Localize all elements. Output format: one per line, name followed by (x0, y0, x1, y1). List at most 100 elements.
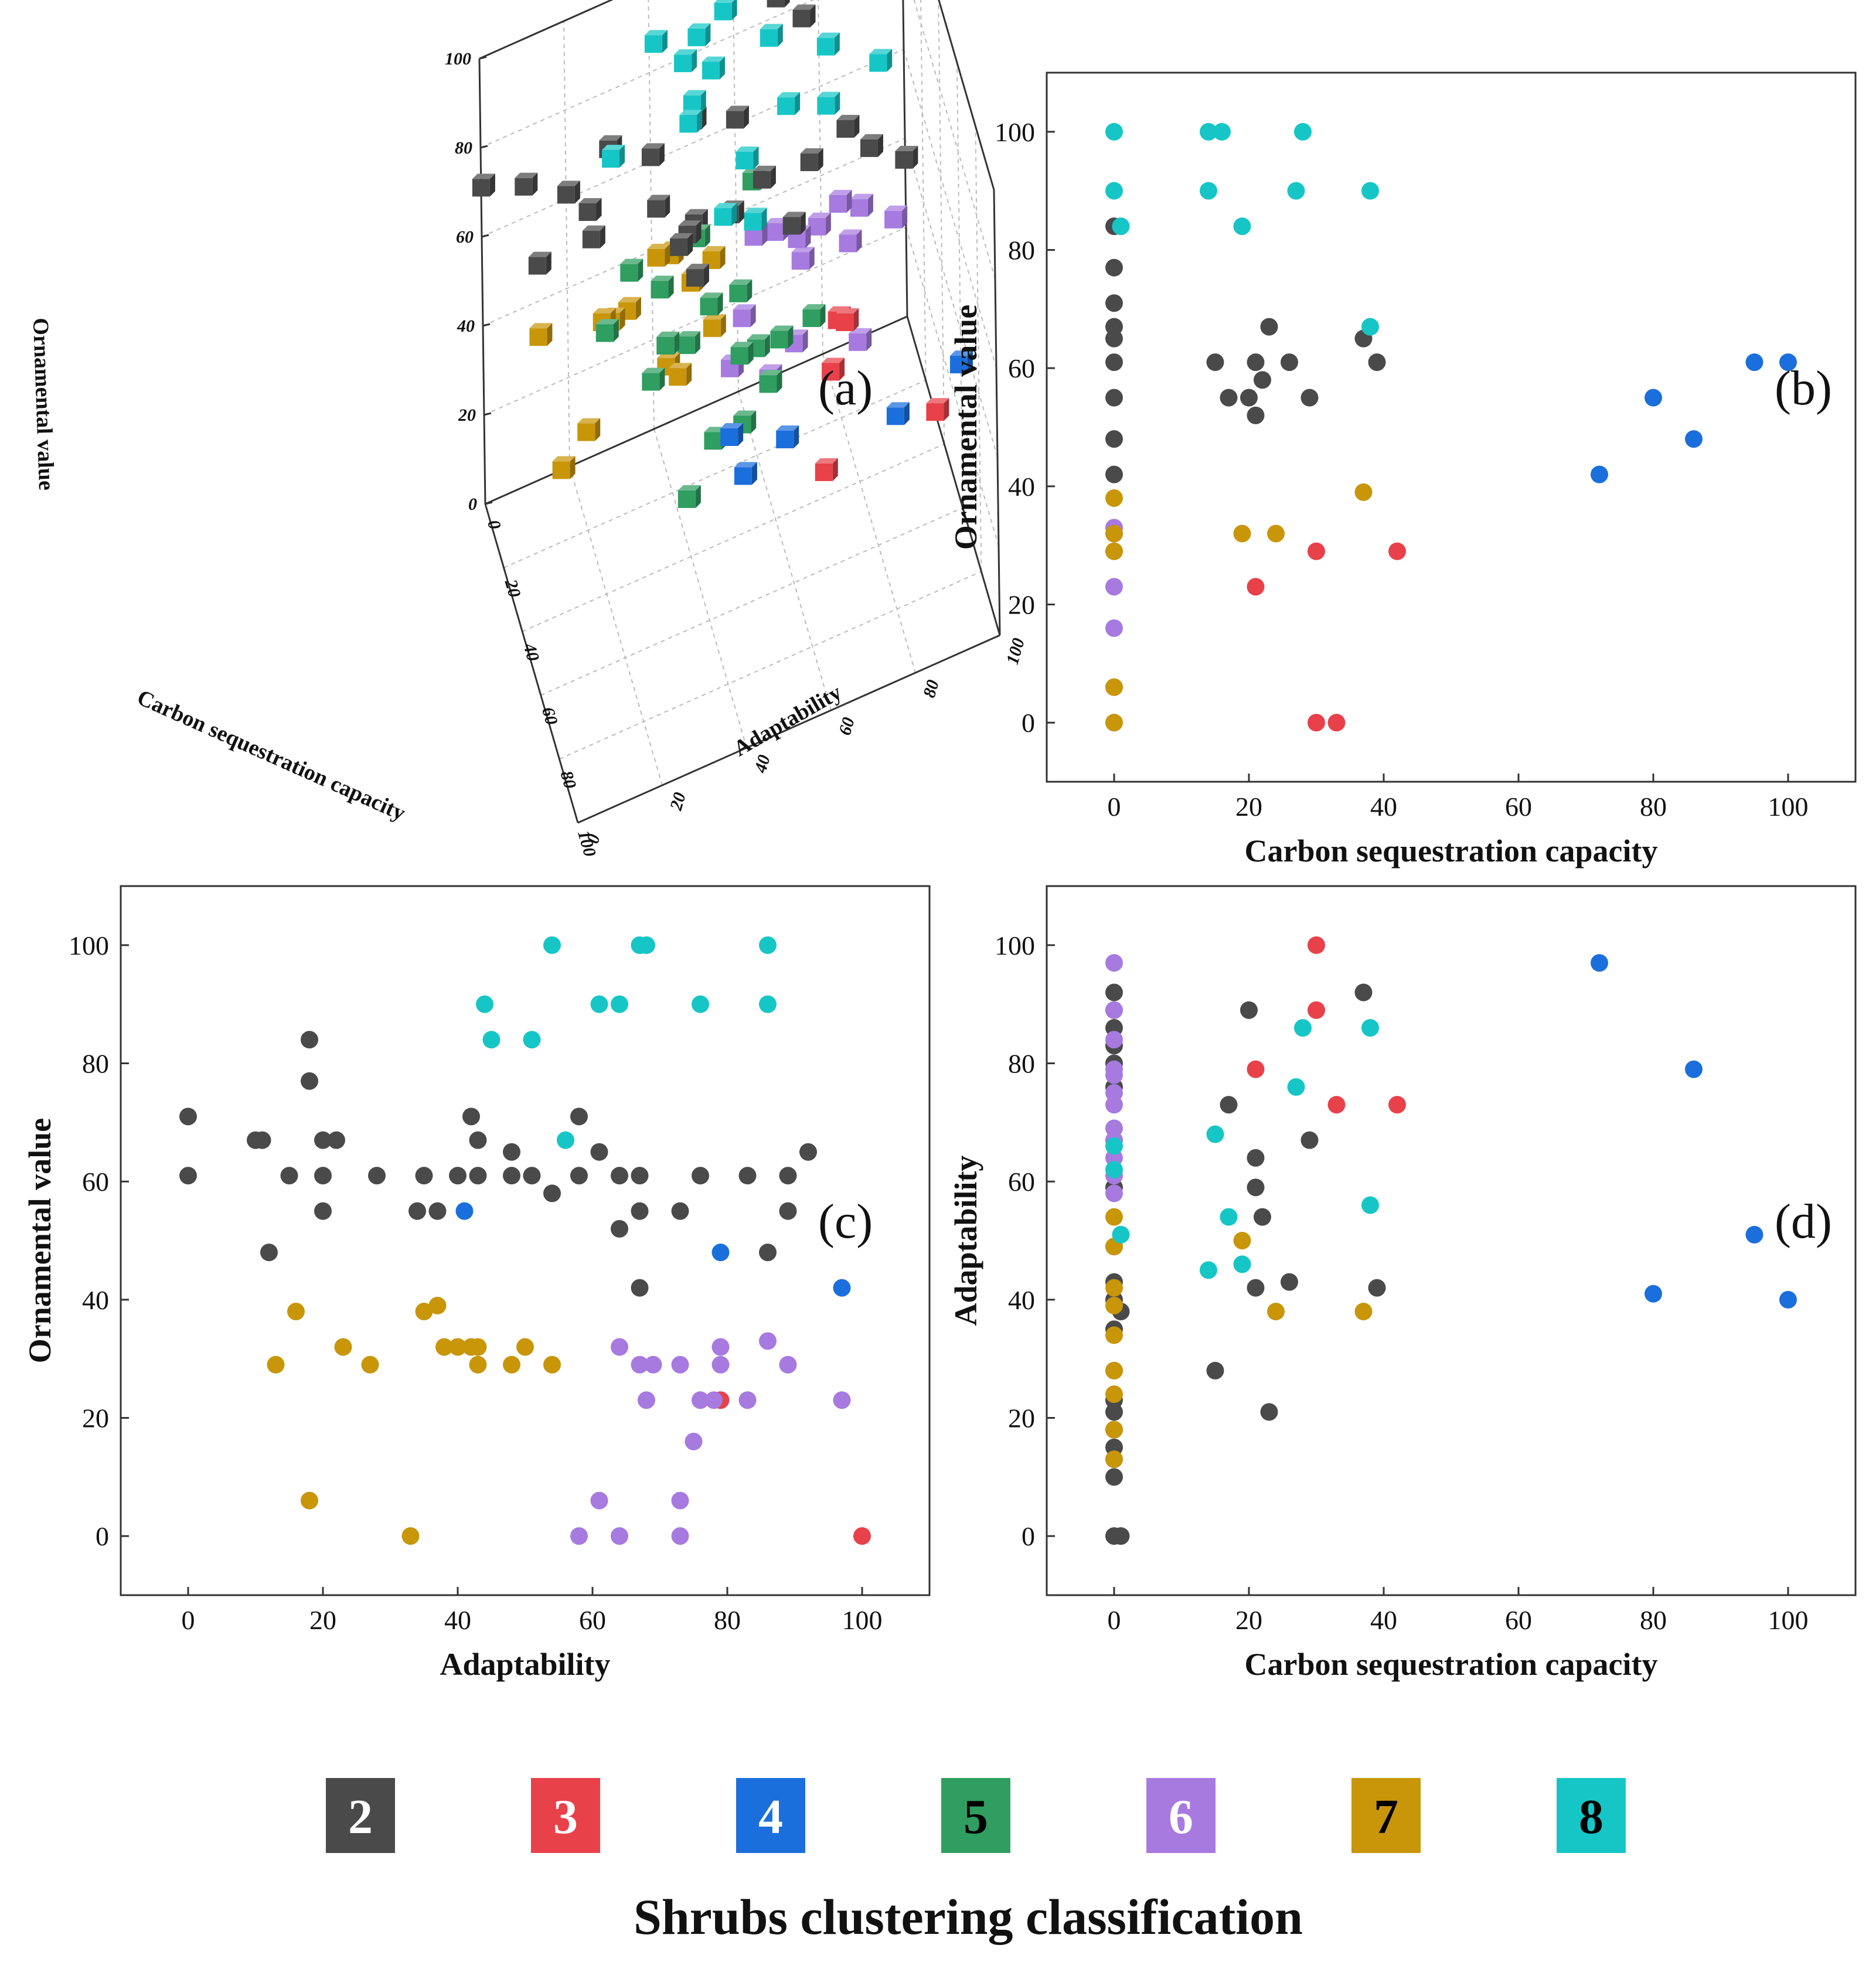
point-cluster-2 (469, 1131, 487, 1149)
point-cluster-2 (328, 1131, 345, 1149)
point-cluster-4 (833, 1279, 851, 1297)
point-cluster-4 (1645, 1285, 1662, 1303)
point-cluster-6 (1105, 954, 1123, 972)
x-tick-label: 60 (1505, 792, 1532, 822)
point-cluster-6 (705, 1391, 723, 1409)
cube-cluster-5 (642, 367, 665, 391)
x-tick-label: 60 (579, 1605, 606, 1635)
point-cluster-8 (1287, 182, 1305, 200)
grid-line (913, 0, 996, 280)
point-cluster-8 (482, 1031, 501, 1049)
cube-cluster-8 (714, 0, 737, 21)
y-tick-label: 20 (1008, 1404, 1035, 1433)
point-cluster-4 (1591, 465, 1608, 483)
point-cluster-2 (280, 1167, 298, 1185)
cube-front (602, 150, 620, 168)
point-cluster-7 (1233, 1232, 1251, 1249)
cube-front (647, 249, 665, 267)
point-cluster-2 (1247, 1279, 1265, 1297)
cube-side (794, 425, 799, 448)
point-cluster-2 (543, 1184, 561, 1203)
cube-side (770, 165, 776, 189)
cube-cluster-6 (884, 205, 908, 229)
y-tick-label: 100 (995, 931, 1035, 960)
point-cluster-3 (1388, 542, 1406, 560)
cube-front (704, 432, 722, 450)
z-tick-mark (480, 145, 488, 149)
cube-top (557, 180, 580, 186)
point-cluster-8 (1233, 217, 1251, 236)
point-cluster-2 (611, 1220, 628, 1238)
cube-side (668, 275, 674, 299)
cube-cluster-7 (669, 363, 692, 386)
cube-front (720, 428, 738, 446)
point-cluster-2 (1105, 294, 1123, 312)
point-cluster-2 (314, 1167, 332, 1185)
cube-cluster-7 (647, 244, 670, 267)
cube-side (832, 458, 838, 481)
point-cluster-6 (711, 1338, 730, 1356)
point-cluster-6 (644, 1355, 662, 1374)
cube-front (582, 230, 600, 248)
cube-top (602, 145, 625, 151)
point-cluster-8 (1361, 1019, 1379, 1037)
cube-side (748, 342, 754, 365)
cube-front (860, 139, 878, 157)
point-cluster-6 (671, 1527, 689, 1545)
point-cluster-6 (1105, 578, 1123, 596)
z-tick-label: 80 (455, 138, 472, 158)
point-cluster-7 (435, 1338, 453, 1356)
point-cluster-2 (779, 1202, 797, 1220)
grid-line (822, 353, 916, 673)
legend-swatch-2 (326, 1778, 395, 1853)
cube-front (702, 62, 720, 80)
cube-top (651, 275, 674, 281)
y-tick-label: 80 (1008, 236, 1035, 265)
y-axis-title: Adaptability (730, 680, 846, 761)
point-cluster-7 (1354, 483, 1373, 501)
z-tick-mark (481, 234, 489, 238)
cube-top (816, 32, 840, 38)
point-cluster-7 (415, 1303, 433, 1320)
grid-line (481, 49, 904, 237)
point-cluster-4 (1779, 353, 1797, 372)
cube-top (702, 56, 725, 62)
axis-edge (906, 316, 1001, 636)
cube-cluster-6 (791, 247, 815, 270)
cube-side (795, 92, 801, 115)
cube-cluster-2 (782, 212, 806, 235)
cube-front (714, 2, 732, 21)
cube-top (759, 364, 782, 370)
cube-top (949, 350, 973, 356)
point-cluster-7 (287, 1303, 305, 1320)
legend-swatch-6 (1146, 1778, 1216, 1853)
point-cluster-8 (1361, 182, 1379, 200)
point-cluster-7 (1105, 678, 1123, 696)
cube-cluster-6 (850, 193, 873, 217)
cube-side (694, 331, 700, 355)
cube-front (552, 461, 570, 479)
axis-edge (993, 189, 1001, 636)
cube-side (944, 398, 949, 421)
cube-front (759, 375, 777, 393)
y-tick-label: 100 (69, 931, 109, 960)
cube-front (782, 217, 801, 235)
cube-front (651, 281, 669, 299)
cube-front (736, 152, 754, 169)
axis-edge (478, 58, 486, 505)
cube-cluster-6 (808, 212, 831, 236)
point-cluster-8 (1361, 1196, 1379, 1214)
cube-top (669, 363, 692, 369)
cube-top (733, 410, 757, 416)
point-cluster-8 (1294, 1019, 1312, 1037)
cube-cluster-2 (641, 143, 665, 166)
point-cluster-8 (1213, 122, 1231, 141)
point-cluster-2 (1112, 1527, 1130, 1545)
cube-top (869, 49, 893, 54)
y-tick-label: 60 (1008, 1167, 1035, 1197)
cube-front (744, 228, 762, 246)
cube-front (641, 148, 659, 166)
point-cluster-2 (260, 1244, 278, 1262)
x-tick-label: 0 (182, 1605, 195, 1635)
legend-label-4: 4 (758, 1790, 783, 1844)
